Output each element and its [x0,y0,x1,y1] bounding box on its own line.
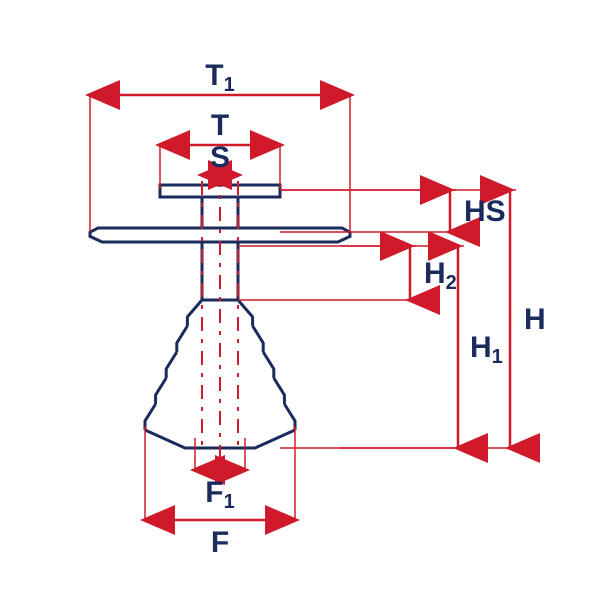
dimension-labels: T1 TS HSH2 H1 H F1 F [205,59,545,559]
label-H: H [524,303,546,336]
label-T1: T1 [205,59,234,96]
label-HS: HS [464,195,506,228]
label-F1: F1 [205,476,234,513]
label-F: F [211,526,229,559]
label-H2: H2 [424,257,457,294]
dimension-lines [90,95,516,520]
label-S: S [210,141,230,174]
label-T: T [211,109,229,142]
label-H1: H1 [470,331,503,368]
centerlines [202,173,238,462]
fastener-dimension-diagram: T1 TS HSH2 H1 H F1 F [0,0,591,591]
